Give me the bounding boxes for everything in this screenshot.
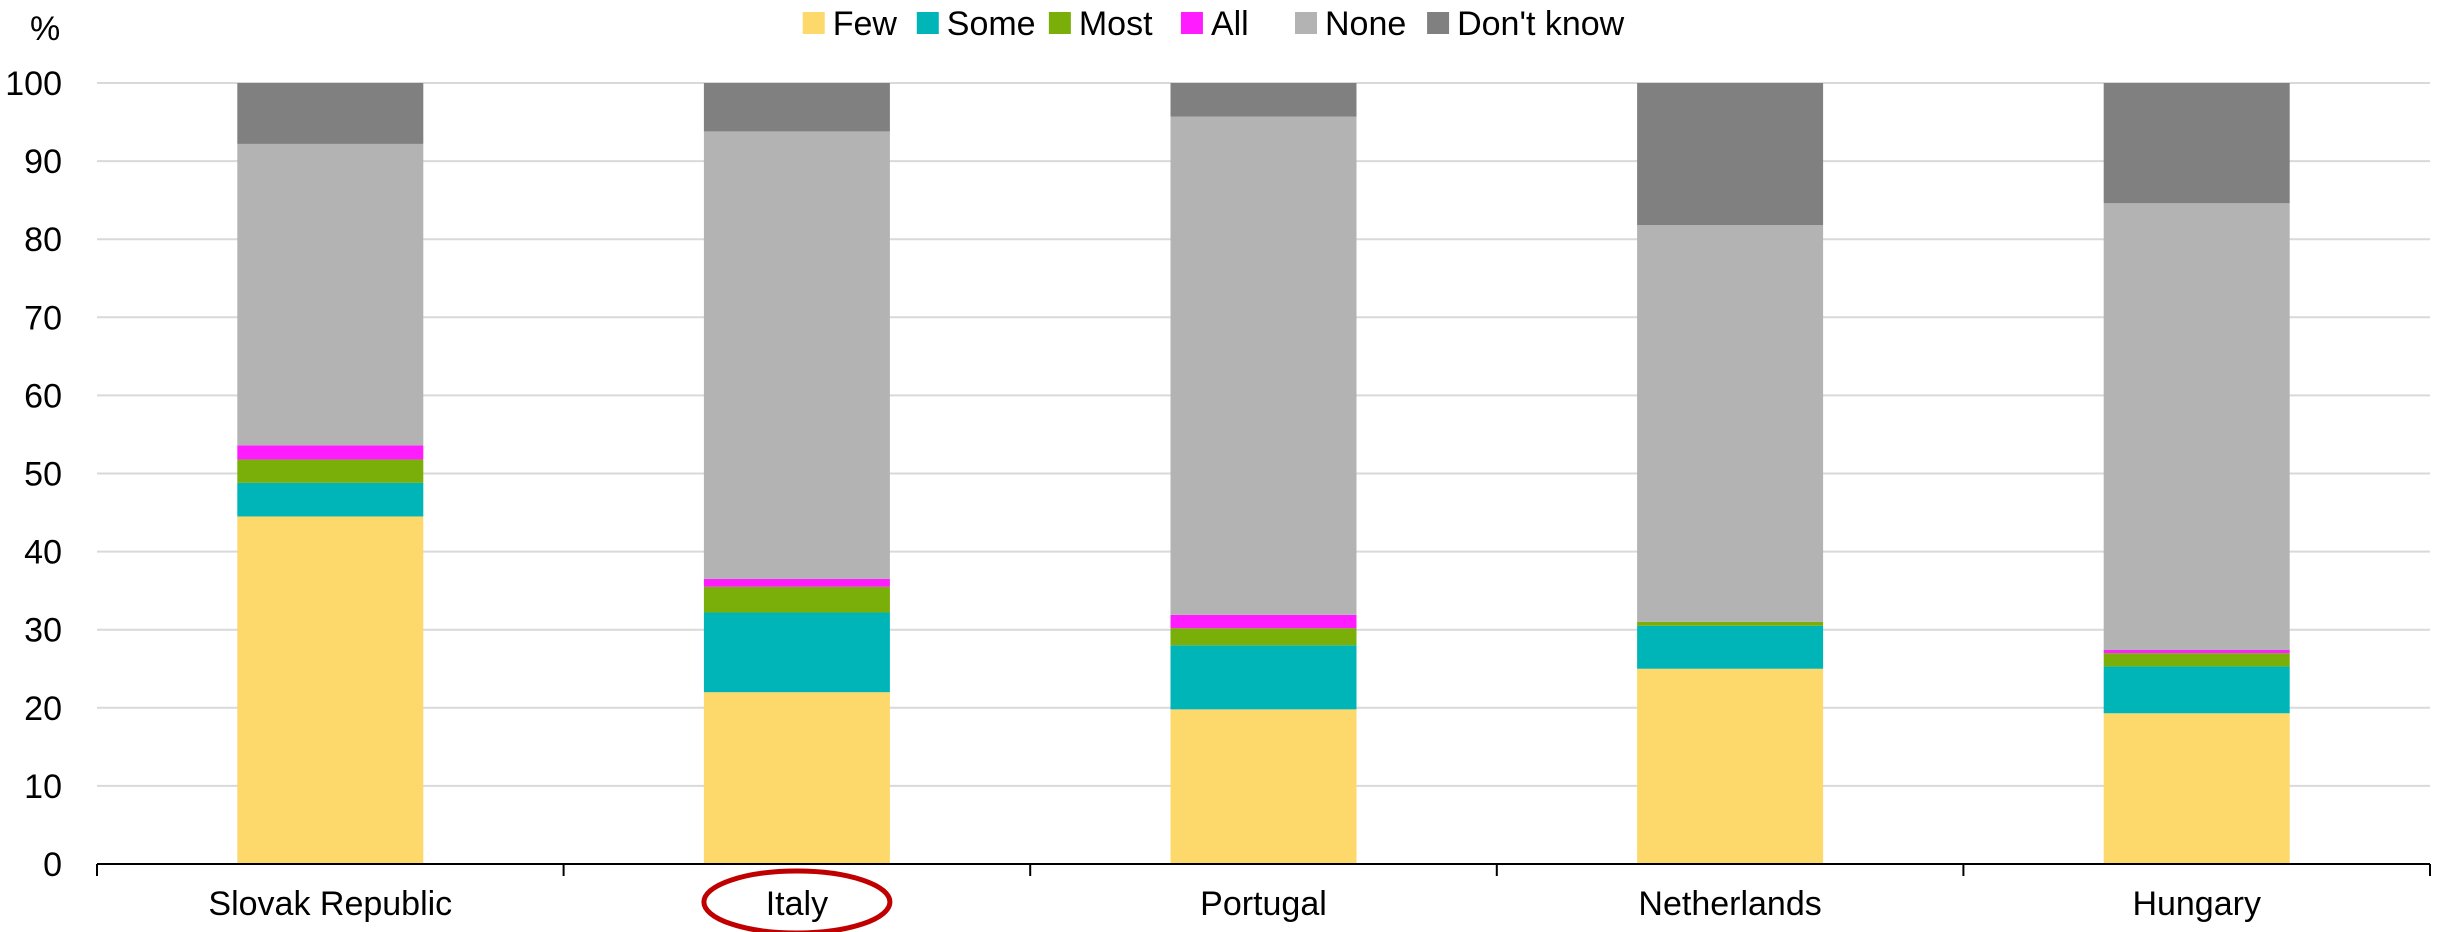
y-tick-label: 0: [43, 846, 62, 884]
y-axis-ticks: 0 10 20 30 40 50 60 70 80 90 100: [5, 65, 62, 884]
x-tick-label: Netherlands: [1638, 885, 1821, 923]
legend-label: None: [1325, 5, 1406, 43]
legend-swatch: [1295, 12, 1317, 34]
bar-segment-don-t-know: [237, 83, 424, 144]
highlight-ellipse: [701, 868, 893, 932]
bar-stack-portugal: [1170, 83, 1357, 864]
bars: [237, 83, 2290, 864]
y-tick-label: 60: [24, 377, 62, 415]
bar-segment-all: [2103, 650, 2290, 654]
legend-label: Some: [947, 5, 1036, 43]
bar-segment-all: [703, 578, 890, 587]
legend-swatch: [916, 12, 939, 34]
y-tick-label: 50: [24, 456, 62, 494]
x-tick-label: Portugal: [1200, 885, 1327, 923]
x-tick-label: Slovak Republic: [208, 885, 452, 923]
bar-segment-some: [1170, 645, 1357, 710]
bar-segment-all: [237, 445, 424, 460]
y-tick-label: 90: [24, 143, 62, 181]
bar-segment-most: [237, 459, 424, 483]
bar-segment-some: [237, 482, 424, 517]
bar-segment-none: [703, 131, 890, 579]
legend-swatch: [1048, 12, 1071, 34]
y-tick-label: 10: [24, 768, 62, 806]
bar-segment-some: [2103, 666, 2290, 714]
y-tick-label: 100: [5, 65, 62, 103]
legend-swatch: [802, 12, 825, 34]
y-tick-label: 20: [24, 690, 62, 728]
legend-swatch: [1180, 12, 1203, 34]
legend-item-some: Some: [916, 5, 1036, 43]
bar-segment-some: [703, 612, 890, 693]
y-tick-label: 40: [24, 534, 62, 572]
x-tick-label: Italy: [766, 885, 828, 923]
bar-segment-most: [1170, 628, 1357, 646]
legend-item-don-t-know: Don't know: [1427, 5, 1625, 43]
legend-label: All: [1211, 5, 1249, 43]
bar-segment-few: [237, 516, 424, 864]
bar-segment-most: [703, 586, 890, 613]
bar-segment-few: [1170, 709, 1357, 864]
legend-item-few: Few: [802, 5, 898, 43]
bar-segment-most: [1637, 621, 1824, 626]
bar-segment-all: [1170, 614, 1357, 629]
bar-segment-few: [703, 692, 890, 864]
x-axis-ticks: [96, 864, 2431, 876]
bar-segment-some: [1637, 625, 1824, 669]
y-axis-unit-label: %: [30, 10, 60, 48]
x-tick-label: Hungary: [2132, 885, 2261, 923]
bar-segment-most: [2103, 653, 2290, 667]
bar-stack-italy: [703, 83, 890, 864]
y-tick-label: 70: [24, 299, 62, 337]
legend-label: Don't know: [1457, 5, 1625, 43]
x-axis-labels: Slovak Republic Italy Portugal Netherlands H…: [208, 868, 2261, 932]
bar-stack-netherlands: [1637, 83, 1824, 864]
bar-segment-don-t-know: [2103, 83, 2290, 204]
bar-segment-none: [237, 143, 424, 446]
legend: Few Some Most All None Don't know: [802, 5, 1625, 43]
legend-label: Few: [833, 5, 898, 43]
legend-item-none: None: [1295, 5, 1406, 43]
bar-segment-none: [1170, 116, 1357, 615]
bar-stack-hungary: [2103, 83, 2290, 864]
legend-item-all: All: [1180, 5, 1249, 43]
bar-stack-slovak-republic: [237, 83, 424, 864]
bar-segment-don-t-know: [1170, 83, 1357, 117]
legend-label: Most: [1079, 5, 1153, 43]
y-tick-label: 80: [24, 221, 62, 259]
bar-segment-few: [1637, 668, 1824, 864]
y-tick-label: 30: [24, 612, 62, 650]
bar-segment-don-t-know: [1637, 83, 1824, 226]
bar-segment-few: [2103, 713, 2290, 864]
legend-swatch: [1427, 12, 1450, 34]
bar-segment-none: [2103, 203, 2290, 651]
legend-item-most: Most: [1048, 5, 1153, 43]
bar-segment-don-t-know: [703, 83, 890, 132]
bar-segment-none: [1637, 225, 1824, 622]
